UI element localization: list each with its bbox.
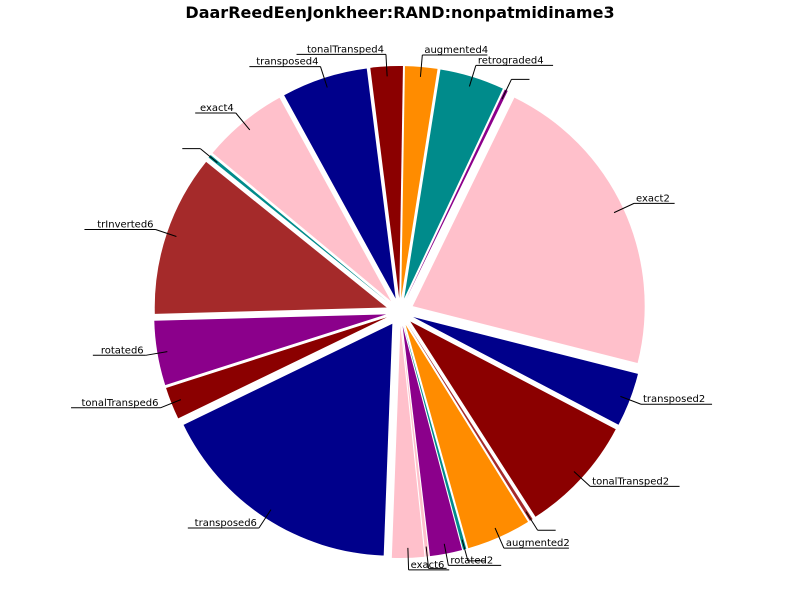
label-leader-line <box>385 54 388 77</box>
label-leader-line <box>419 54 423 77</box>
slice-label: augmented4 <box>424 45 488 56</box>
slice-label: tonalTransped4 <box>307 44 384 55</box>
slice-label: exact2 <box>636 193 670 204</box>
pie-slice-rotated6 <box>154 314 387 386</box>
label-leader-line <box>443 543 449 566</box>
slice-label: tonalTransped6 <box>82 398 159 409</box>
pie-slice-exact6 <box>391 325 425 558</box>
slice-label: exact4 <box>200 103 234 114</box>
label-leader-line <box>468 65 477 87</box>
label-leader-line <box>155 229 177 237</box>
label-leader-line <box>407 547 410 570</box>
pie-slice-rotated2 <box>402 325 463 557</box>
label-leader-line <box>258 509 272 529</box>
slice-label: rotated2 <box>450 555 493 566</box>
slice-label: rotated6 <box>101 345 144 356</box>
slice-label: exact6 <box>411 560 445 571</box>
pie-slice-exact2 <box>412 97 645 364</box>
pie-slice-tonalTransped2 <box>410 321 616 517</box>
label-leader-line <box>620 395 642 405</box>
label-leader-line <box>199 148 218 163</box>
label-leader-line <box>501 79 512 100</box>
slice-label: transposed6 <box>195 518 257 529</box>
slice-label: transposed2 <box>643 394 705 405</box>
slice-label: tonalTransped2 <box>592 476 669 487</box>
pie-slice-retrograded4 <box>404 69 503 299</box>
slice-label: augmented2 <box>506 538 570 549</box>
pie-slice-augmented2 <box>405 324 529 549</box>
pie-slice-unlabeled <box>406 89 508 300</box>
label-leader-line <box>461 539 469 562</box>
label-leader-line <box>573 471 591 487</box>
pie-slice-tonalTransped4 <box>370 66 403 299</box>
pie-slice-unlabeled <box>407 323 533 521</box>
label-leader-line <box>160 399 182 409</box>
pie-slice-exact4 <box>212 97 392 302</box>
pie-slice-trInverted6 <box>154 161 387 314</box>
pie-slice-transposed2 <box>413 317 638 425</box>
label-leader-line <box>494 527 505 549</box>
pie-slice-unlabeled <box>403 325 467 550</box>
pie-slice-augmented4 <box>401 66 438 299</box>
label-leader-line <box>525 511 539 531</box>
pie-slice-transposed4 <box>284 68 396 299</box>
pie-slice-unlabeled <box>401 325 429 557</box>
label-leader-line <box>235 112 251 131</box>
chart-title: DaarReedEenJonkheer:RAND:nonpatmidiname3 <box>185 3 615 22</box>
slice-label: transposed4 <box>256 57 318 68</box>
label-leader-line <box>145 351 168 356</box>
slice-label: retrograded4 <box>478 55 544 66</box>
slice-label: trInverted6 <box>97 219 153 230</box>
label-leader-line <box>613 202 635 214</box>
pie-slice-tonalTransped6 <box>166 317 388 419</box>
pie-slice-transposed6 <box>183 323 393 556</box>
label-leader-line <box>425 546 430 569</box>
pie-slice-unlabeled <box>208 154 390 304</box>
label-leader-line <box>319 66 328 88</box>
